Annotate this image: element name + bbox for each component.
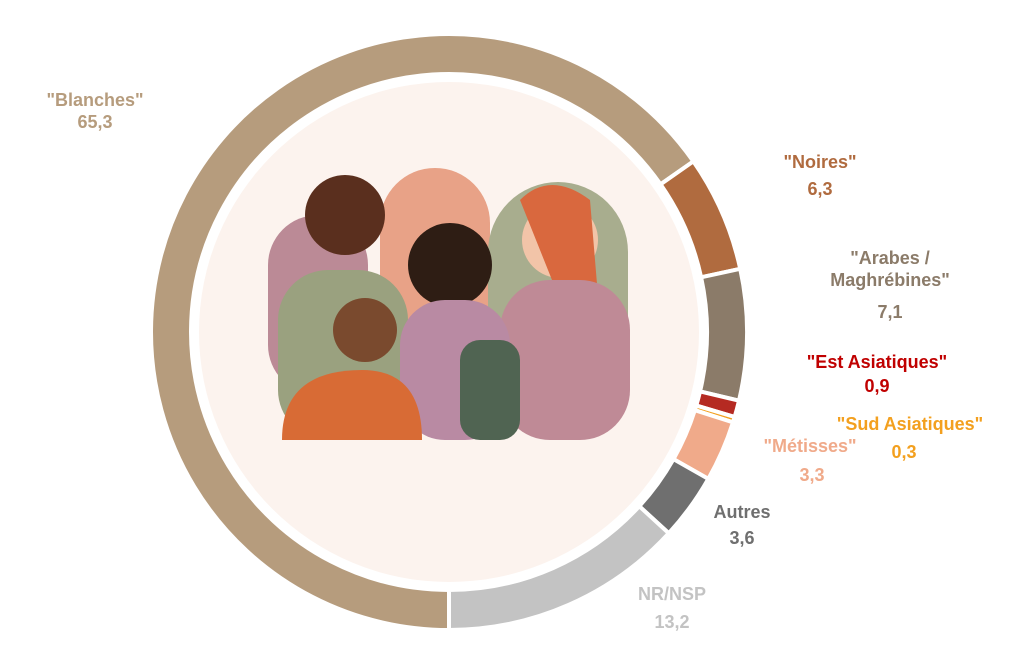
value-label: 3,6 [729, 527, 754, 549]
category-label: "Métisses" [763, 435, 856, 457]
value-label: 0,3 [891, 441, 916, 463]
value-label: 65,3 [77, 111, 112, 133]
page: "Blanches"65,3 "Noires" 6,3 "Arabes / Maghr… [0, 0, 1025, 645]
value-label: 13,2 [654, 611, 689, 633]
category-label: "Est Asiatiques" [807, 351, 947, 373]
category-label: "Blanches" [46, 89, 143, 111]
value-label: 7,1 [877, 301, 902, 323]
category-label: "Noires" [783, 151, 856, 173]
category-label: NR/NSP [638, 583, 706, 605]
value-label: 3,3 [799, 464, 824, 486]
value-label: 0,9 [864, 375, 889, 397]
category-label: "Arabes / Maghrébines" [815, 247, 965, 291]
chart [0, 0, 1025, 645]
value-label: 6,3 [807, 178, 832, 200]
donut-segment [700, 269, 747, 401]
center-illustration [199, 82, 699, 582]
category-label: "Sud Asiatiques" [837, 413, 983, 435]
category-label: Autres [713, 501, 770, 523]
